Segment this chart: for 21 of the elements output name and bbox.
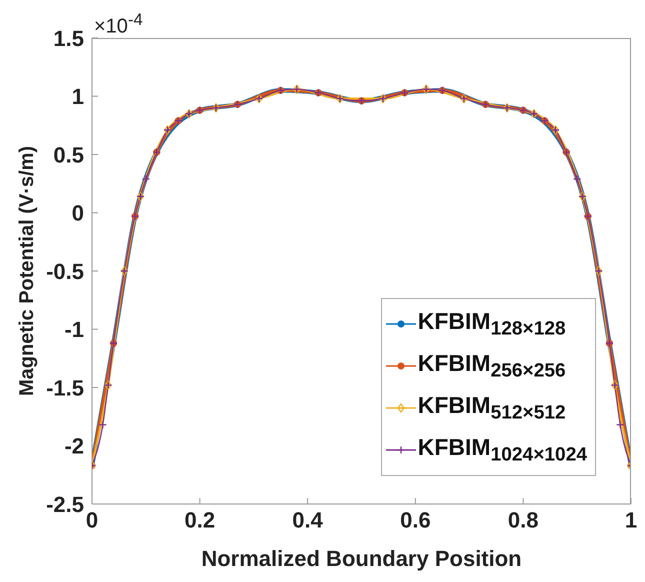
y-tick-label: 1 bbox=[72, 84, 84, 110]
y-tick-label: -1 bbox=[64, 317, 84, 342]
x-tick-label: 0.4 bbox=[292, 508, 324, 533]
y-tick-label: 1.5 bbox=[53, 26, 84, 51]
legend-label: KFBIM$_{128×128}$ bbox=[418, 308, 566, 340]
x-tick-label: 0.6 bbox=[400, 508, 431, 533]
y-tick-label: 0.5 bbox=[53, 142, 84, 168]
x-tick-label: 0.2 bbox=[184, 508, 216, 533]
legend-label: KFBIM$_{256×256}$ bbox=[418, 350, 566, 382]
legend-label: KFBIM$_{512×512}$ bbox=[418, 392, 566, 424]
y-tick-label: -1.5 bbox=[46, 375, 84, 400]
y-tick-label: -2.5 bbox=[46, 492, 84, 517]
text: ×10$^{-4}$ bbox=[94, 10, 143, 39]
y-axis-title: Magnetic Potential (V·s/m) bbox=[16, 146, 38, 396]
y-tick-label: -0.5 bbox=[46, 258, 84, 284]
x-tick-label: 1 bbox=[624, 508, 638, 533]
x-tick-label: 0.8 bbox=[508, 508, 538, 533]
legend-label: KFBIM$_{1024×1024}$ bbox=[418, 434, 587, 466]
y-tick-label: -2 bbox=[64, 434, 84, 459]
y-tick-label: 0 bbox=[72, 200, 84, 226]
x-axis-title: Normalized Boundary Position bbox=[201, 546, 522, 571]
